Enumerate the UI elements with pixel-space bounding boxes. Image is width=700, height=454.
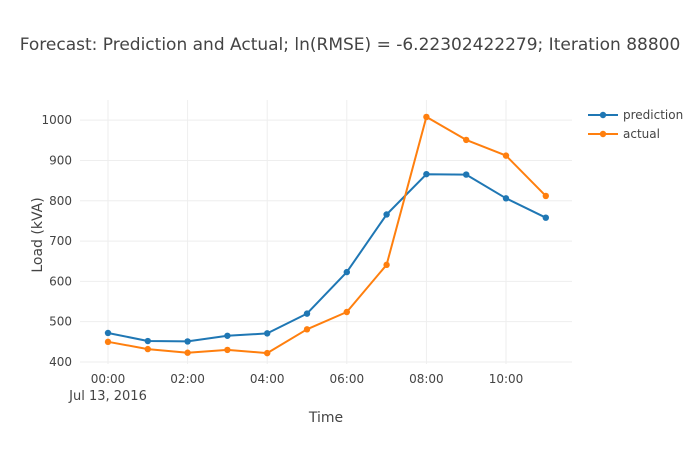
series-actual <box>104 113 549 357</box>
data-point-actual[interactable] <box>502 152 510 159</box>
chart-title: Forecast: Prediction and Actual; ln(RMSE… <box>20 35 681 55</box>
x-axis-title: Time <box>308 410 343 426</box>
data-point-actual[interactable] <box>184 349 191 356</box>
grid-layer <box>80 100 572 364</box>
x-date-label: Jul 13, 2016 <box>68 389 147 404</box>
y-tick-label: 900 <box>49 153 72 167</box>
data-point-actual[interactable] <box>264 349 271 357</box>
legend-item-actual[interactable]: actual <box>588 127 660 141</box>
data-point-actual[interactable] <box>224 346 231 354</box>
data-point-actual[interactable] <box>104 338 112 346</box>
series-line-prediction <box>107 173 547 343</box>
data-point-actual[interactable] <box>343 308 350 316</box>
data-point-prediction[interactable] <box>343 268 350 276</box>
series-prediction <box>104 170 549 345</box>
y-tick-label: 700 <box>49 234 72 248</box>
y-axis-title: Load (kVA) <box>30 197 46 272</box>
data-point-prediction[interactable] <box>264 330 271 337</box>
series-layer <box>104 113 549 357</box>
legend[interactable]: prediction actual <box>588 108 683 141</box>
y-tick-label: 800 <box>49 194 72 208</box>
data-point-prediction[interactable] <box>542 214 549 221</box>
x-tick-label: 10:00 <box>489 372 524 386</box>
data-point-actual[interactable] <box>463 136 470 144</box>
data-point-actual[interactable] <box>542 192 549 200</box>
y-tick-label: 1000 <box>41 113 72 127</box>
legend-label: prediction <box>623 108 683 122</box>
data-point-actual[interactable] <box>144 345 151 353</box>
x-tick-label: 08:00 <box>409 372 444 386</box>
legend-item-prediction[interactable]: prediction <box>588 108 683 122</box>
data-point-prediction[interactable] <box>383 211 390 218</box>
legend-swatch-marker <box>599 111 607 119</box>
y-tick-label: 500 <box>49 315 72 329</box>
x-tick-label: 06:00 <box>330 372 365 386</box>
data-point-actual[interactable] <box>383 261 390 269</box>
series-line-actual <box>107 115 547 355</box>
data-point-prediction[interactable] <box>423 170 430 178</box>
data-point-prediction[interactable] <box>184 338 191 345</box>
x-tick-label: 04:00 <box>250 372 285 386</box>
x-tick-label: 00:00 <box>91 372 126 386</box>
y-tick-labels: 400 500 600 700 800 900 1000 <box>41 113 72 369</box>
data-point-prediction[interactable] <box>144 337 151 345</box>
y-tick-label: 400 <box>49 355 72 369</box>
legend-label: actual <box>623 127 660 141</box>
x-tick-labels: 00:00 02:00 04:00 06:00 08:00 10:00 <box>91 372 524 386</box>
data-point-actual[interactable] <box>303 326 311 333</box>
legend-swatch-marker <box>599 130 607 138</box>
data-point-prediction[interactable] <box>463 171 470 178</box>
y-tick-label: 600 <box>49 274 72 288</box>
data-point-prediction[interactable] <box>303 310 311 317</box>
data-point-prediction[interactable] <box>224 332 231 339</box>
x-tick-label: 02:00 <box>170 372 205 386</box>
data-point-prediction[interactable] <box>502 195 510 202</box>
data-point-prediction[interactable] <box>104 329 112 337</box>
data-point-actual[interactable] <box>423 113 430 121</box>
